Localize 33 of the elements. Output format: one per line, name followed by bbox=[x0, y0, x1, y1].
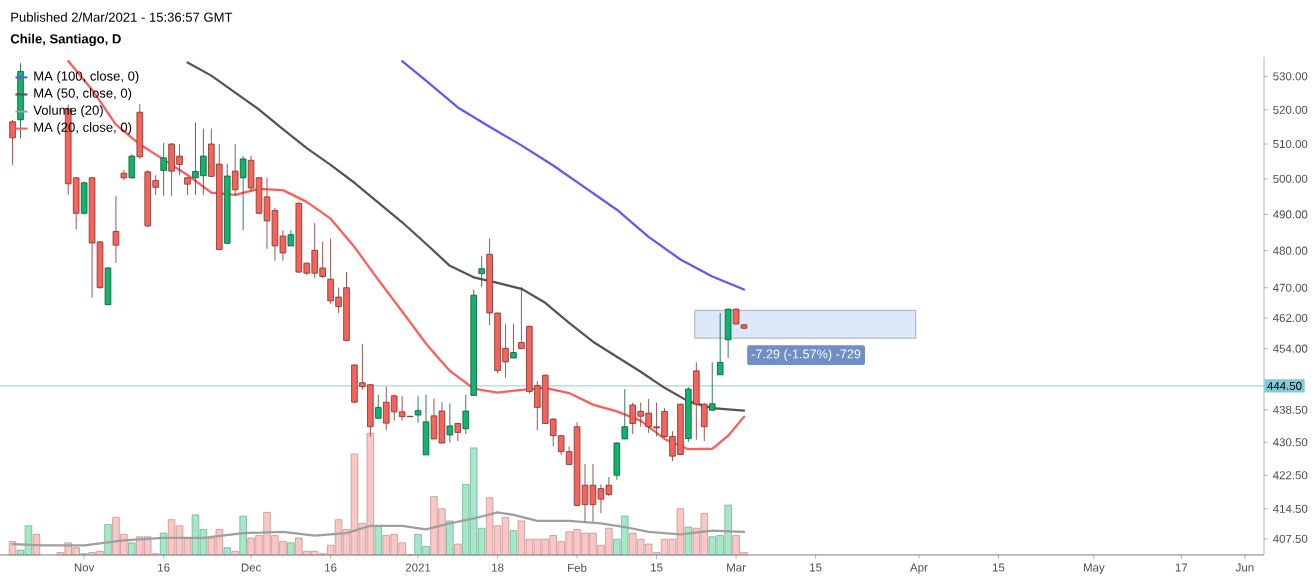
y-tick-label: 430.50 bbox=[1273, 438, 1308, 447]
x-tick-label: 15 bbox=[992, 563, 1005, 572]
x-tick-label: Dec bbox=[241, 563, 261, 572]
y-tick-label: 438.50 bbox=[1273, 405, 1308, 414]
y-tick-label: 490.00 bbox=[1273, 210, 1308, 219]
text: Published 2/Mar/2021 - 15:36:57 GMT bbox=[11, 12, 233, 22]
y-tick-label: 407.50 bbox=[1273, 534, 1308, 543]
x-tick-label: 15 bbox=[651, 563, 663, 572]
x-tick-label: Nov bbox=[74, 563, 95, 572]
ref-line-label: 444.50 bbox=[1267, 381, 1302, 390]
y-tick-label: 510.00 bbox=[1273, 139, 1308, 149]
x-tick-label: Apr bbox=[910, 563, 928, 574]
x-tick-label: 18 bbox=[492, 563, 504, 572]
x-tick-label: 16 bbox=[325, 563, 337, 572]
y-tick-label: 470.00 bbox=[1273, 283, 1308, 292]
x-tick-label: Jun bbox=[1235, 563, 1254, 572]
chart-title: Chile, Santiago, D bbox=[10, 33, 121, 47]
x-tick-label: Mar bbox=[727, 563, 746, 572]
y-tick-label: 414.50 bbox=[1273, 504, 1308, 513]
x-tick-label: 16 bbox=[158, 563, 170, 572]
x-tick-label: 17 bbox=[1175, 563, 1188, 572]
y-tick-label: 500.00 bbox=[1273, 174, 1308, 183]
x-tick-label: 15 bbox=[810, 563, 822, 572]
y-tick-label: 520.00 bbox=[1273, 105, 1308, 114]
band-label: -7.29 (-1.57%) -729 bbox=[751, 349, 861, 361]
y-tick-label: 480.00 bbox=[1273, 246, 1308, 255]
y-tick-label: 462.00 bbox=[1273, 313, 1308, 322]
y-tick-label: 454.00 bbox=[1273, 344, 1308, 353]
y-tick-label: 530.00 bbox=[1273, 72, 1308, 81]
x-tick-label: 2021 bbox=[405, 563, 431, 572]
x-tick-label: May bbox=[1083, 563, 1105, 574]
x-tick-label: Feb bbox=[568, 563, 587, 572]
y-tick-label: 422.50 bbox=[1273, 471, 1308, 480]
